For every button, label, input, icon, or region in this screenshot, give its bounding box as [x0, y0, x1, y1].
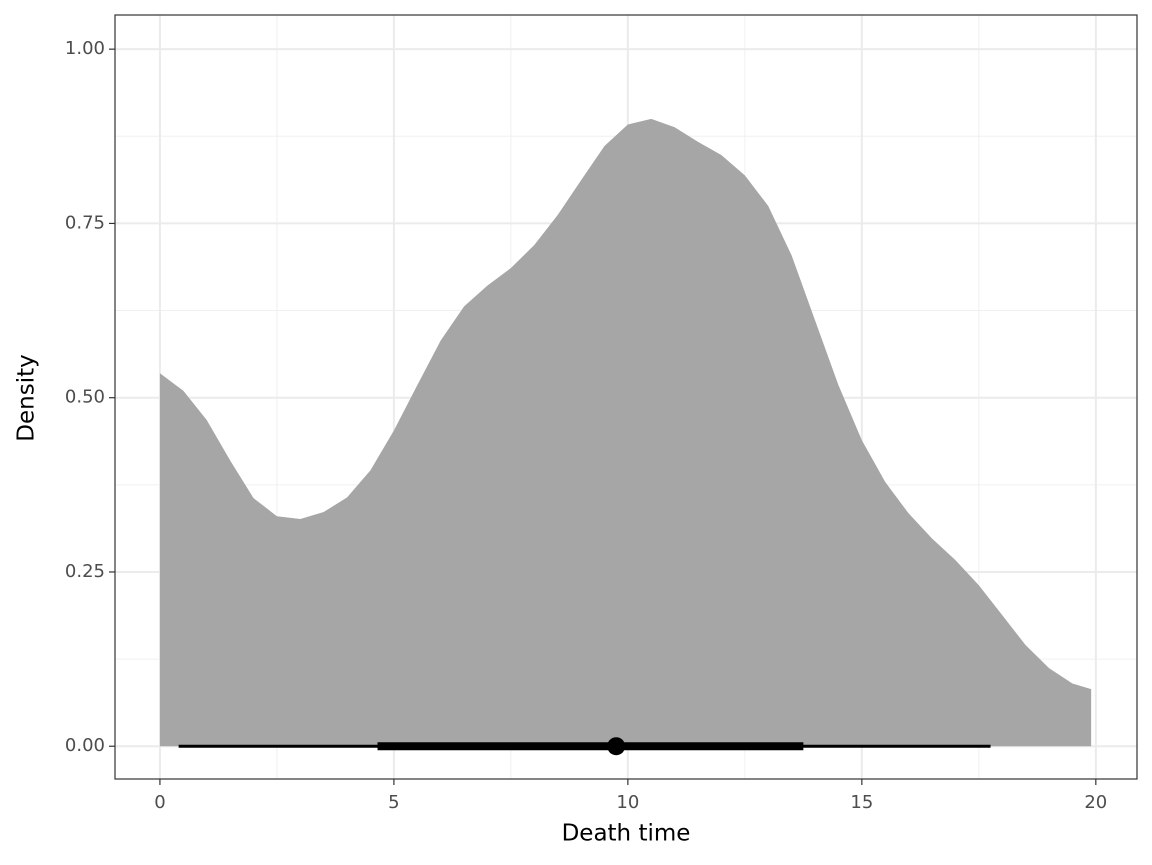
panel-border	[114, 14, 1138, 780]
x-tick-label: 0	[154, 792, 165, 813]
y-tick-label: 0.25	[65, 561, 105, 582]
point-estimate	[607, 737, 626, 756]
y-axis-title: Density	[14, 354, 40, 441]
y-tick-label: 0.50	[65, 387, 105, 408]
x-tick-label: 20	[1084, 792, 1107, 813]
y-tick-label: 0.75	[65, 212, 105, 233]
y-tick-label: 1.00	[65, 38, 105, 59]
x-tick-label: 5	[388, 792, 399, 813]
x-axis-title: Death time	[562, 821, 691, 847]
density-area	[159, 118, 1092, 747]
x-tick-label: 15	[850, 792, 873, 813]
y-tick-label: 0.00	[65, 735, 105, 756]
x-tick-label: 10	[616, 792, 639, 813]
